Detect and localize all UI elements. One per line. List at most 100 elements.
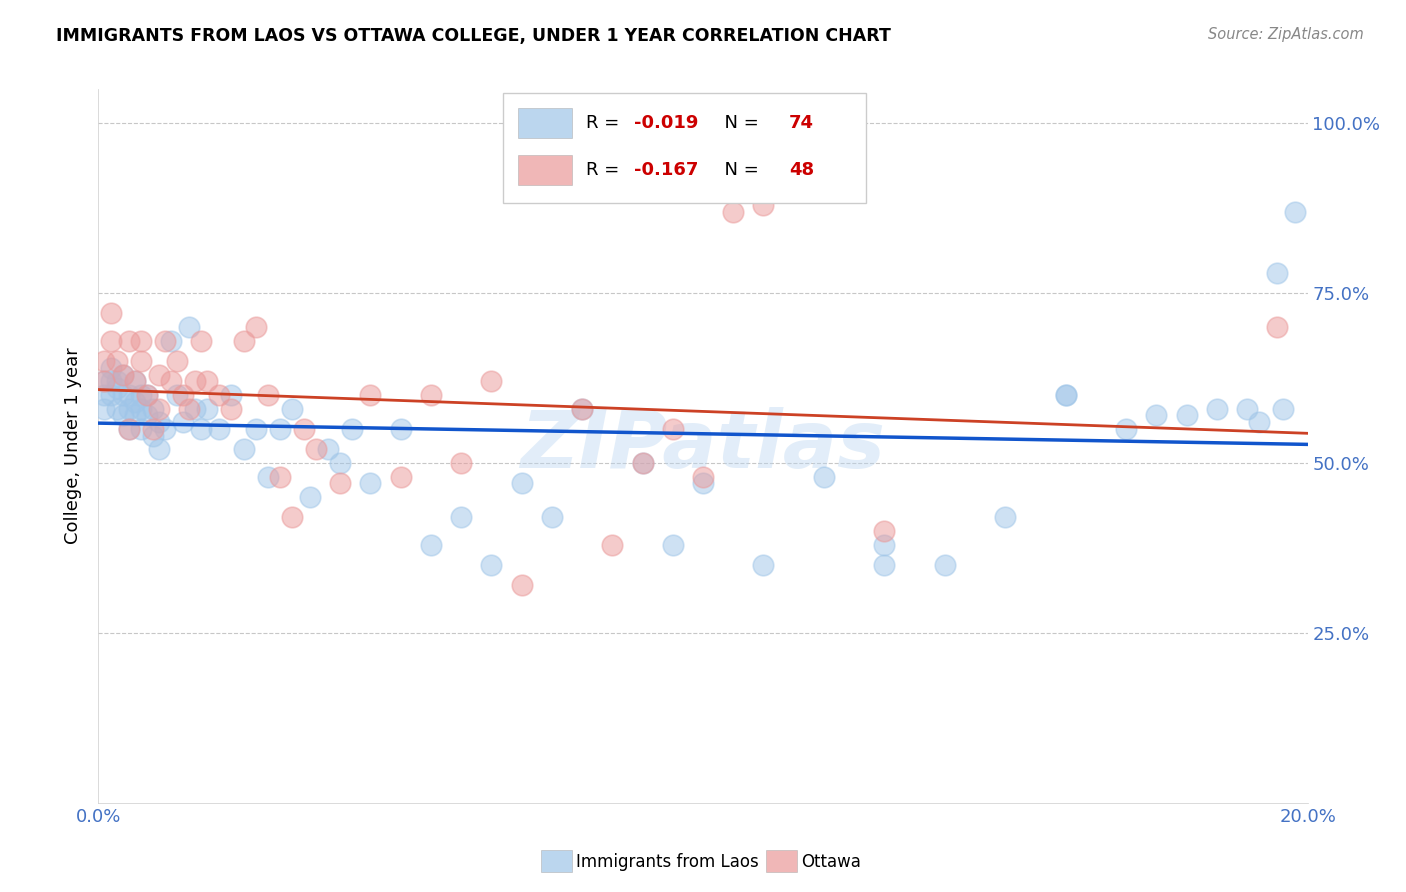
Point	[153, 334, 176, 348]
Point	[481, 375, 503, 389]
Text: Source: ZipAtlas.com: Source: ZipAtlas.com	[1208, 27, 1364, 42]
Point	[105, 401, 128, 416]
Text: Immigrants from Laos: Immigrants from Laos	[576, 853, 759, 871]
Point	[631, 456, 654, 470]
Point	[148, 442, 170, 457]
Point	[179, 401, 201, 416]
Point	[256, 388, 278, 402]
Point	[221, 401, 243, 416]
Point	[166, 354, 188, 368]
Point	[129, 388, 152, 402]
Point	[661, 537, 683, 551]
Point	[232, 334, 254, 348]
Point	[160, 375, 183, 389]
Text: IMMIGRANTS FROM LAOS VS OTTAWA COLLEGE, UNDER 1 YEAR CORRELATION CHART: IMMIGRANTS FROM LAOS VS OTTAWA COLLEGE, …	[56, 27, 891, 45]
Point	[723, 204, 745, 219]
Point	[129, 334, 152, 348]
Point	[93, 388, 115, 402]
Point	[111, 409, 134, 423]
FancyBboxPatch shape	[503, 93, 866, 203]
Point	[172, 388, 194, 402]
Point	[510, 578, 533, 592]
Point	[1144, 409, 1167, 423]
Point	[93, 375, 115, 389]
Point	[420, 537, 443, 551]
Point	[934, 558, 956, 572]
Point	[1054, 388, 1077, 402]
Point	[135, 409, 157, 423]
Point	[1249, 415, 1271, 429]
Point	[316, 442, 339, 457]
Point	[1236, 401, 1258, 416]
Point	[195, 401, 218, 416]
Point	[179, 320, 201, 334]
Point	[129, 354, 152, 368]
Point	[142, 401, 165, 416]
Point	[118, 422, 141, 436]
Point	[360, 388, 382, 402]
Point	[873, 524, 896, 538]
Point	[148, 401, 170, 416]
Point	[329, 476, 352, 491]
Point	[481, 558, 503, 572]
Text: -0.167: -0.167	[634, 161, 699, 178]
Point	[245, 320, 267, 334]
Text: 74: 74	[789, 114, 814, 132]
Text: -0.019: -0.019	[634, 114, 699, 132]
Point	[160, 334, 183, 348]
Point	[360, 476, 382, 491]
Point	[1054, 388, 1077, 402]
Point	[450, 456, 472, 470]
Point	[752, 198, 775, 212]
Point	[124, 375, 146, 389]
Point	[184, 401, 207, 416]
Point	[1267, 320, 1289, 334]
Point	[100, 375, 122, 389]
Point	[129, 401, 152, 416]
Point	[342, 422, 364, 436]
Point	[305, 442, 328, 457]
Point	[692, 469, 714, 483]
Point	[602, 537, 624, 551]
Point	[256, 469, 278, 483]
Point	[100, 360, 122, 375]
Point	[184, 375, 207, 389]
Point	[389, 469, 412, 483]
Point	[100, 334, 122, 348]
Point	[105, 354, 128, 368]
Text: N =: N =	[713, 114, 765, 132]
Point	[148, 368, 170, 382]
Point	[118, 422, 141, 436]
Point	[190, 334, 212, 348]
Point	[1272, 401, 1295, 416]
Point	[752, 558, 775, 572]
Point	[172, 415, 194, 429]
Point	[1206, 401, 1229, 416]
Point	[269, 469, 291, 483]
Point	[299, 490, 322, 504]
Point	[166, 388, 188, 402]
Point	[221, 388, 243, 402]
Point	[510, 476, 533, 491]
Point	[813, 469, 835, 483]
Point	[661, 422, 683, 436]
Point	[994, 510, 1017, 524]
Text: N =: N =	[713, 161, 765, 178]
Point	[329, 456, 352, 470]
Point	[135, 388, 157, 402]
Point	[571, 401, 593, 416]
Point	[292, 422, 315, 436]
Point	[148, 415, 170, 429]
Text: R =: R =	[586, 161, 624, 178]
Text: ZIPatlas: ZIPatlas	[520, 407, 886, 485]
Point	[208, 422, 231, 436]
Point	[153, 422, 176, 436]
Point	[208, 388, 231, 402]
Point	[540, 510, 562, 524]
Point	[100, 306, 122, 320]
Point	[93, 354, 115, 368]
Point	[118, 334, 141, 348]
Y-axis label: College, Under 1 year: College, Under 1 year	[65, 348, 83, 544]
Point	[190, 422, 212, 436]
Point	[281, 510, 304, 524]
